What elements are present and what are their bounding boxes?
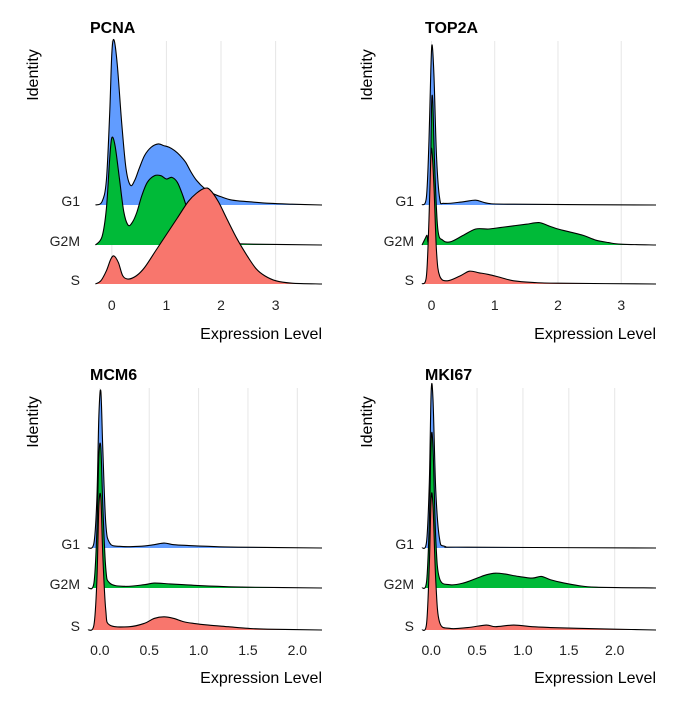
panel-title: MKI67 (425, 367, 472, 384)
category-label-g1: G1 (61, 193, 80, 209)
panel-top2a: TOP2A Identity G1 G2M S0 1 2 3 Expression Level (359, 20, 657, 343)
y-axis-title: Identity (25, 396, 42, 448)
x-tick-label: 3 (617, 297, 625, 313)
category-label-g1: G1 (61, 536, 80, 552)
x-axis-title: Expression Level (200, 326, 322, 343)
ridge-g1-outline (87, 389, 323, 549)
x-axis-title: Expression Level (534, 670, 656, 687)
x-tick-label: 0 (428, 297, 436, 313)
category-label-s: S (405, 618, 414, 634)
x-tick-label: 1.5 (559, 642, 579, 658)
ridge-s-fill (88, 493, 322, 631)
ridge-s-outline (87, 492, 323, 631)
y-axis-title: Identity (25, 49, 42, 101)
ridge-g1-fill (88, 389, 322, 549)
x-tick-label: 3 (272, 297, 280, 313)
x-tick-label: 1.0 (513, 642, 533, 658)
ridge-s-fill (422, 492, 656, 631)
category-label-s: S (71, 272, 80, 288)
category-label-g2m: G2M (50, 233, 80, 249)
ridge-s-outline (421, 147, 657, 285)
category-label-g2m: G2M (384, 233, 414, 249)
ridge-g2m-fill (422, 432, 656, 589)
x-tick-label: 0.5 (139, 642, 159, 658)
ridge-g2m-fill (88, 443, 322, 589)
x-tick-label: 0.0 (90, 642, 110, 658)
ridge-g2m-fill (95, 137, 323, 245)
x-tick-label: 0.5 (467, 642, 487, 658)
category-label-g2m: G2M (50, 576, 80, 592)
category-label-g1: G1 (395, 536, 414, 552)
y-axis-title: Identity (359, 396, 376, 448)
x-tick-label: 1.0 (189, 642, 209, 658)
x-axis-title: Expression Level (534, 326, 656, 343)
x-tick-label: 2 (554, 297, 562, 313)
y-axis-title: Identity (359, 49, 376, 101)
ridge-s-fill (95, 187, 323, 284)
category-label-g2m: G2M (384, 576, 414, 592)
ridge-g1-fill (422, 383, 656, 549)
category-label-s: S (71, 618, 80, 634)
panel-mcm6: MCM6 Identity G1 G2M S 0.0 0.5 1.0 1.5 2.0 Express… (25, 367, 323, 687)
x-tick-label: 0.0 (421, 642, 441, 658)
ridge-g1-outline (95, 38, 323, 206)
category-label-g1: G1 (395, 193, 414, 209)
x-tick-label: 2.0 (288, 642, 308, 658)
panel-title: PCNA (90, 20, 136, 37)
panel-mki67: MKI67 Identity G1 G2M S 0.0 0.5 1.0 1.5 2.0 Expres… (359, 367, 657, 687)
ridge-g1-outline (421, 382, 657, 549)
category-label-s: S (405, 272, 414, 288)
panel-title: TOP2A (425, 20, 479, 37)
ridge-g2m-outline (87, 442, 323, 590)
ridge-g1-fill (95, 39, 323, 205)
x-tick-label: 2.0 (605, 642, 625, 658)
ridge-g2m-outline (421, 431, 657, 589)
x-tick-label: 0 (108, 297, 116, 313)
x-axis-title: Expression Level (200, 670, 322, 687)
x-tick-label: 1 (491, 297, 499, 313)
x-tick-label: 1 (163, 297, 171, 313)
panel-pcna: PCNA Identity G1 G2M S 0 1 2 3 Expression Level (25, 20, 323, 343)
x-tick-label: 1.5 (238, 642, 258, 658)
ridge-s-outline (421, 492, 657, 631)
x-tick-label: 2 (217, 297, 225, 313)
panel-title: MCM6 (90, 367, 137, 384)
ridge-s-outline (95, 187, 323, 285)
ridge-g1-outline (421, 44, 657, 206)
